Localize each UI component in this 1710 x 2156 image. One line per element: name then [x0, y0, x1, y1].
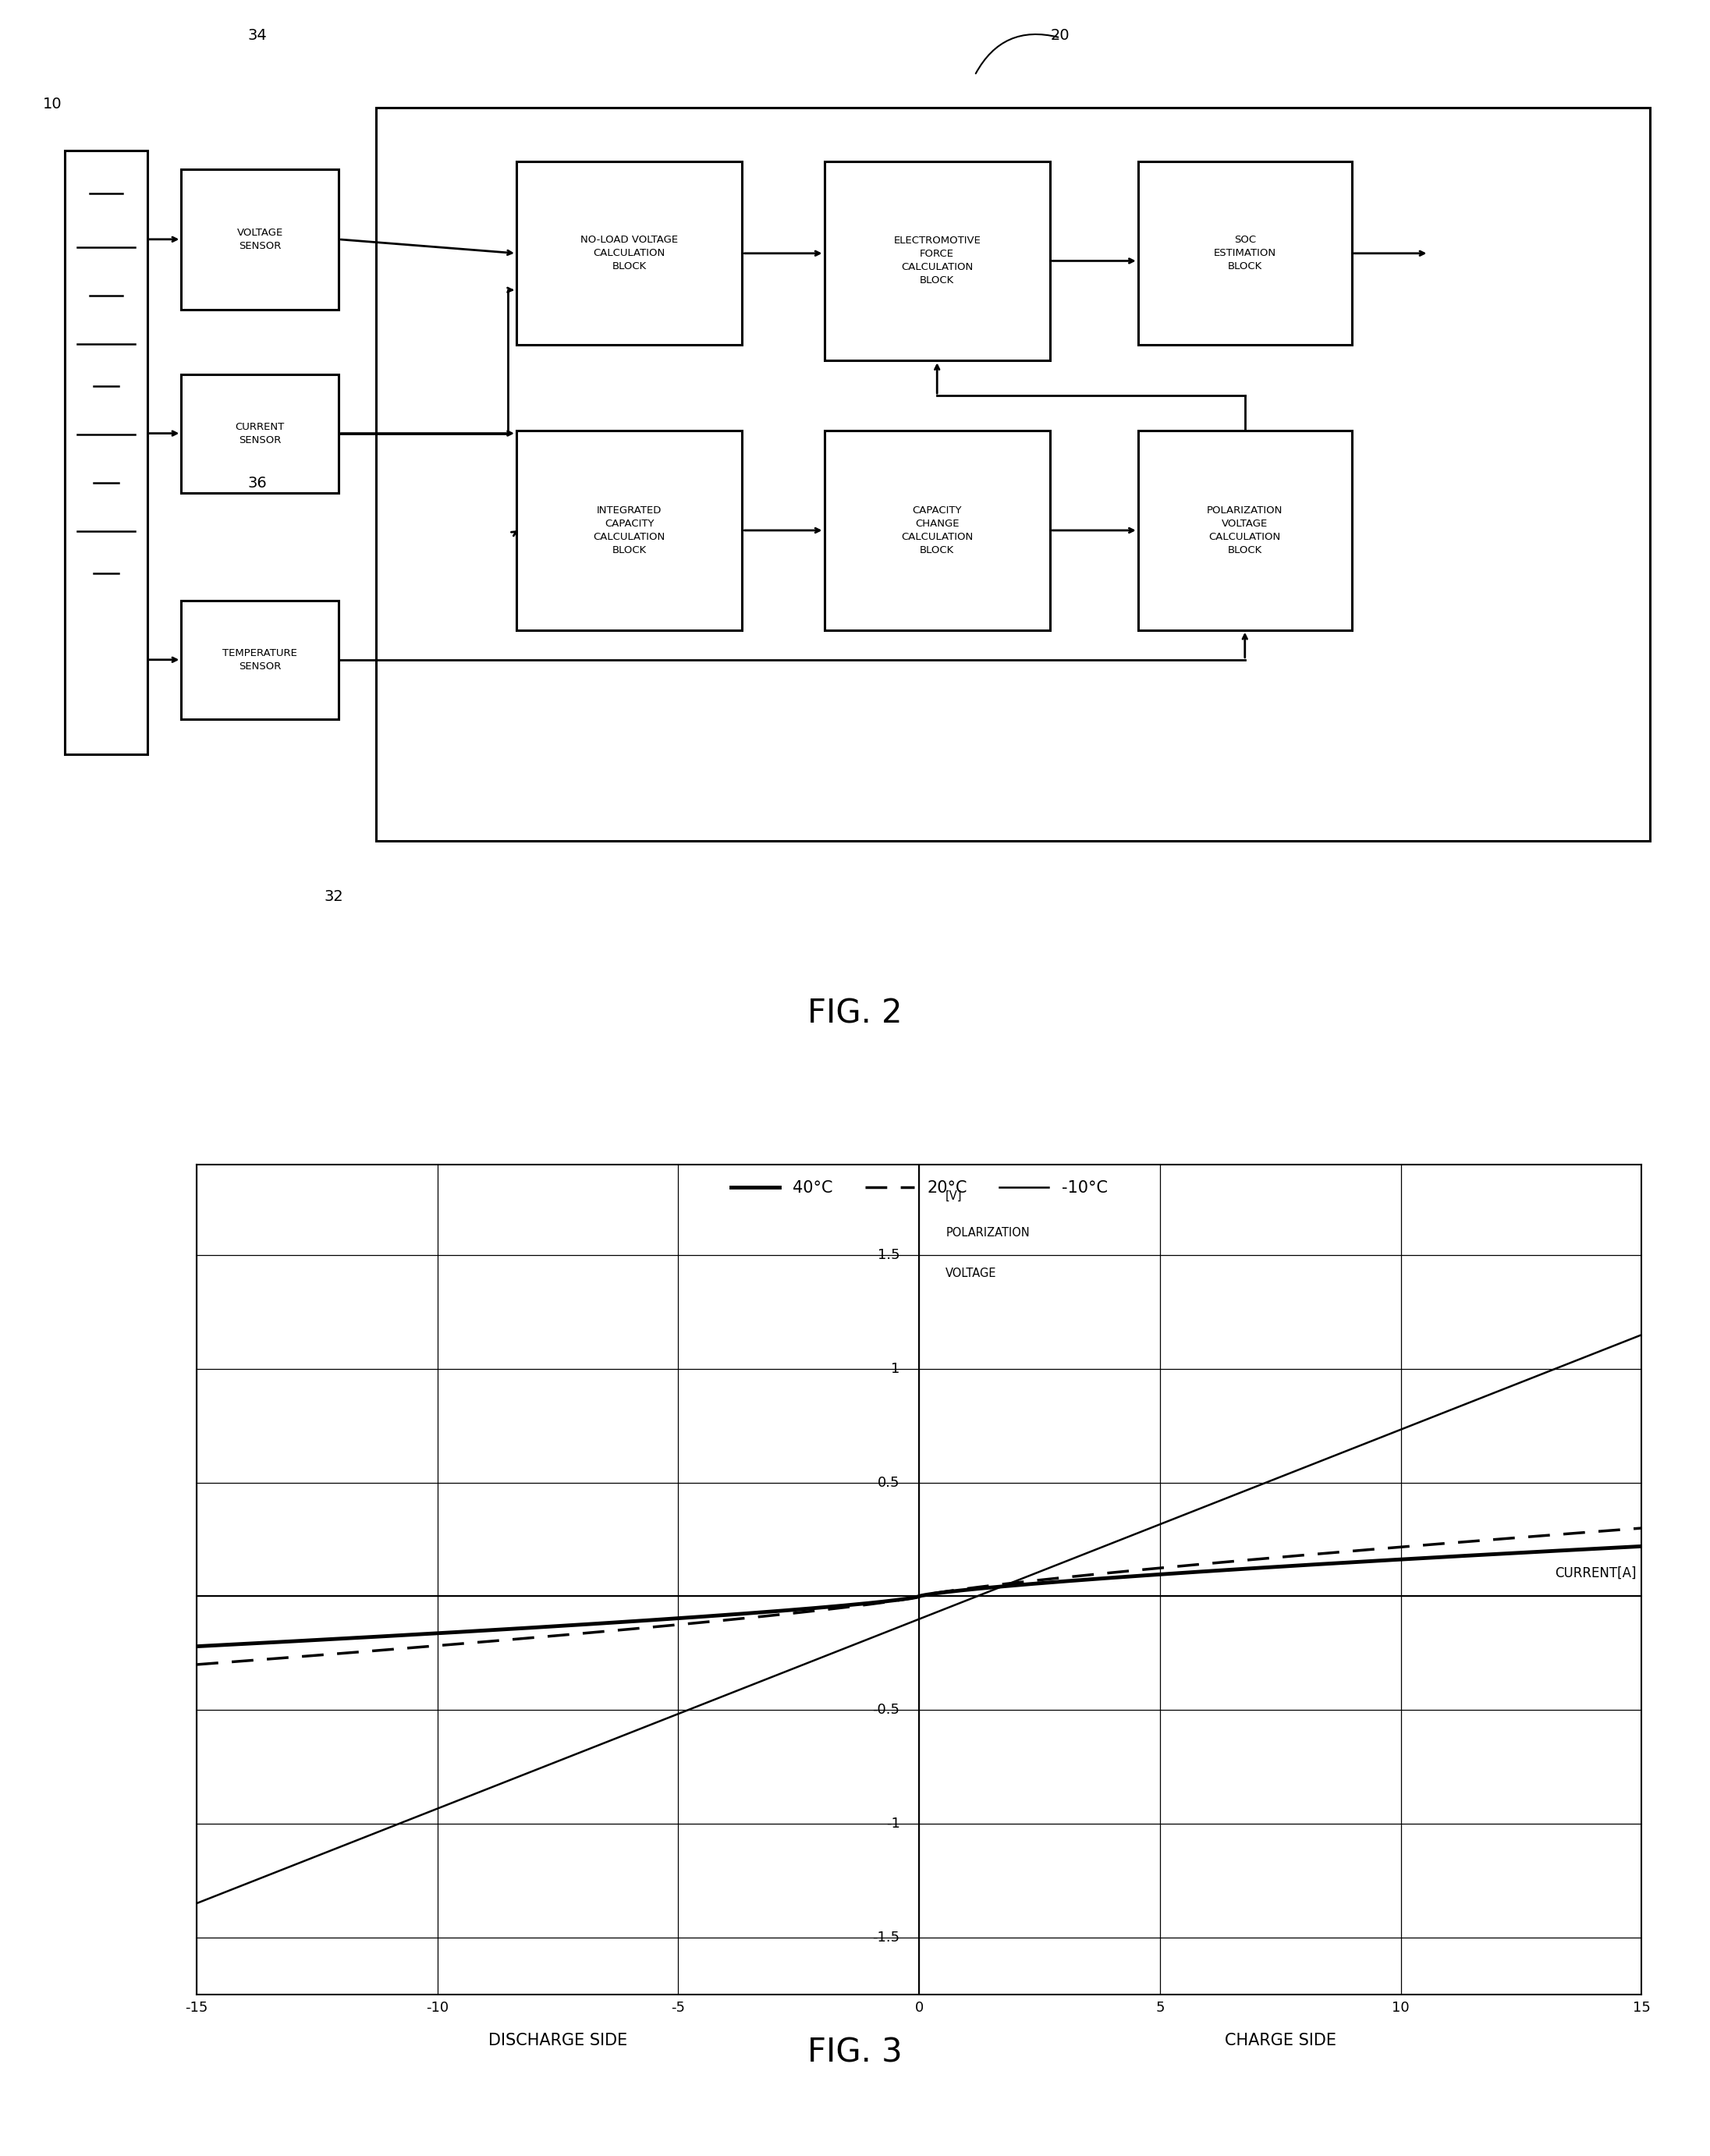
- Text: POLARIZATION: POLARIZATION: [946, 1227, 1029, 1238]
- Text: NO-LOAD VOLTAGE
CALCULATION
BLOCK: NO-LOAD VOLTAGE CALCULATION BLOCK: [580, 235, 679, 272]
- 40°C: [192, 1632, 212, 1658]
- FancyBboxPatch shape: [181, 375, 339, 494]
- Text: 5: 5: [1156, 2001, 1165, 2016]
- Line: 20°C: 20°C: [197, 1529, 1642, 1664]
- 20°C: [186, 1651, 207, 1677]
- 20°C: [1041, 1565, 1062, 1591]
- Text: INTEGRATED
CAPACITY
CALCULATION
BLOCK: INTEGRATED CAPACITY CALCULATION BLOCK: [593, 505, 665, 556]
- Text: DISCHARGE SIDE: DISCHARGE SIDE: [489, 2033, 628, 2048]
- Legend: 40°C, 20°C, -10°C: 40°C, 20°C, -10°C: [723, 1173, 1115, 1205]
- Text: -1.5: -1.5: [872, 1930, 899, 1945]
- FancyBboxPatch shape: [516, 431, 742, 630]
- FancyBboxPatch shape: [824, 162, 1050, 360]
- 40°C: [1496, 1542, 1517, 1567]
- 20°C: [1404, 1533, 1424, 1559]
- 20°C: [1631, 1516, 1652, 1542]
- 20°C: [1070, 1563, 1091, 1589]
- Text: TEMPERATURE
SENSOR: TEMPERATURE SENSOR: [222, 649, 298, 671]
- FancyBboxPatch shape: [376, 108, 1650, 841]
- Text: ELECTROMOTIVE
FORCE
CALCULATION
BLOCK: ELECTROMOTIVE FORCE CALCULATION BLOCK: [893, 235, 982, 287]
- Text: 32: 32: [323, 890, 344, 903]
- 40°C: [1631, 1533, 1652, 1559]
- Text: CURRENT[A]: CURRENT[A]: [1554, 1567, 1636, 1580]
- Text: 10: 10: [43, 97, 62, 112]
- FancyBboxPatch shape: [516, 162, 742, 345]
- Text: 36: 36: [248, 476, 267, 492]
- FancyBboxPatch shape: [824, 431, 1050, 630]
- Text: CAPACITY
CHANGE
CALCULATION
BLOCK: CAPACITY CHANGE CALCULATION BLOCK: [901, 505, 973, 556]
- FancyBboxPatch shape: [181, 599, 339, 720]
- Text: VOLTAGE
SENSOR: VOLTAGE SENSOR: [236, 229, 284, 250]
- FancyBboxPatch shape: [65, 151, 147, 755]
- 40°C: [1404, 1546, 1424, 1572]
- Text: POLARIZATION
VOLTAGE
CALCULATION
BLOCK: POLARIZATION VOLTAGE CALCULATION BLOCK: [1207, 505, 1282, 556]
- Text: 1: 1: [891, 1363, 899, 1376]
- Text: -10: -10: [426, 2001, 448, 2016]
- Line: 40°C: 40°C: [197, 1546, 1642, 1647]
- 20°C: [1047, 1565, 1067, 1591]
- Text: FIG. 3: FIG. 3: [807, 2035, 903, 2070]
- Text: 0: 0: [915, 2001, 923, 2016]
- Text: 20: 20: [1050, 28, 1070, 43]
- Text: -0.5: -0.5: [872, 1703, 899, 1716]
- Text: CHARGE SIDE: CHARGE SIDE: [1224, 2033, 1336, 2048]
- 20°C: [1496, 1526, 1517, 1552]
- Text: 15: 15: [1633, 2001, 1650, 2016]
- 40°C: [186, 1634, 207, 1660]
- Text: VOLTAGE: VOLTAGE: [946, 1268, 997, 1279]
- Text: 1.5: 1.5: [877, 1248, 899, 1261]
- Text: CURRENT
SENSOR: CURRENT SENSOR: [236, 423, 284, 444]
- 20°C: [192, 1651, 212, 1677]
- FancyBboxPatch shape: [181, 170, 339, 310]
- 40°C: [1041, 1570, 1062, 1595]
- Text: 34: 34: [248, 28, 267, 43]
- Text: -5: -5: [672, 2001, 686, 2016]
- 40°C: [1070, 1567, 1091, 1593]
- Text: [V]: [V]: [946, 1190, 963, 1201]
- FancyBboxPatch shape: [1139, 162, 1351, 345]
- Text: -1: -1: [886, 1818, 899, 1830]
- Text: 10: 10: [1392, 2001, 1409, 2016]
- Text: SOC
ESTIMATION
BLOCK: SOC ESTIMATION BLOCK: [1214, 235, 1276, 272]
- FancyBboxPatch shape: [1139, 431, 1351, 630]
- Text: -15: -15: [185, 2001, 209, 2016]
- Text: FIG. 2: FIG. 2: [807, 996, 903, 1031]
- Text: 0.5: 0.5: [877, 1475, 899, 1490]
- 40°C: [1047, 1570, 1067, 1595]
